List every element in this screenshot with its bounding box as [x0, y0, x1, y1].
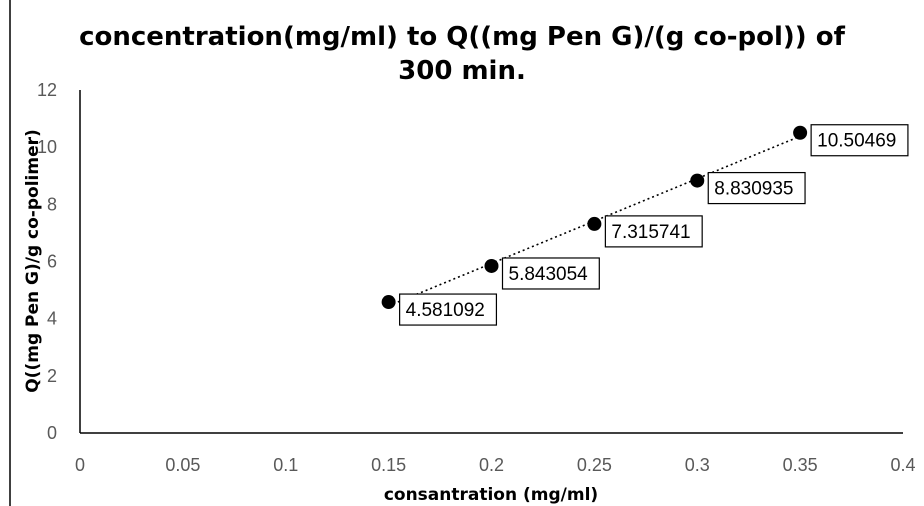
- x-tick-label: 0.25: [577, 455, 612, 475]
- x-tick-label: 0.1: [273, 455, 298, 475]
- chart-title-line-2: 300 min.: [398, 56, 526, 86]
- y-axis-title: Q((mg Pen G)/g co-polimer): [23, 129, 43, 393]
- data-point: [381, 295, 396, 310]
- data-point: [587, 216, 602, 231]
- x-tick-label: 0.4: [890, 455, 915, 475]
- x-tick-label: 0.35: [783, 455, 818, 475]
- x-tick-label: 0.2: [479, 455, 504, 475]
- data-label-box: [399, 293, 498, 326]
- y-tick-label: 2: [47, 366, 57, 386]
- chart-title-line-1: concentration(mg/ml) to Q((mg Pen G)/(g …: [79, 22, 845, 52]
- data-point: [690, 173, 705, 188]
- data-point: [793, 125, 808, 140]
- data-label: 4.581092: [406, 300, 485, 321]
- x-tick-label: 0: [75, 455, 85, 475]
- x-tick-label: 0.15: [371, 455, 406, 475]
- data-point: [484, 258, 499, 273]
- y-tick-label: 10: [37, 137, 57, 157]
- plot-area: 0 0.05 0.1 0.15 0.2 0.25 0.3 0.35 0.4 0 2 4 6 8 10 12 4.…: [37, 80, 916, 475]
- x-tick-label: 0.3: [685, 455, 710, 475]
- y-tick-label: 6: [47, 252, 57, 272]
- trendline: [388, 135, 801, 307]
- y-tick-label: 12: [37, 80, 57, 100]
- data-label: 7.315741: [611, 222, 690, 243]
- data-label-box: [810, 124, 909, 157]
- x-axis-title: consantration (mg/ml): [384, 485, 598, 505]
- x-tick-label: 0.05: [165, 455, 200, 475]
- data-label: 8.830935: [714, 179, 793, 200]
- y-tick-label: 4: [47, 309, 57, 329]
- y-tick-label: 8: [47, 194, 57, 214]
- data-label-box: [604, 215, 703, 248]
- data-label-box: [707, 171, 806, 205]
- y-tick-label: 0: [47, 423, 57, 443]
- data-label-box: [501, 257, 600, 290]
- data-label: 10.50469: [817, 131, 896, 152]
- data-label: 5.843054: [509, 264, 589, 285]
